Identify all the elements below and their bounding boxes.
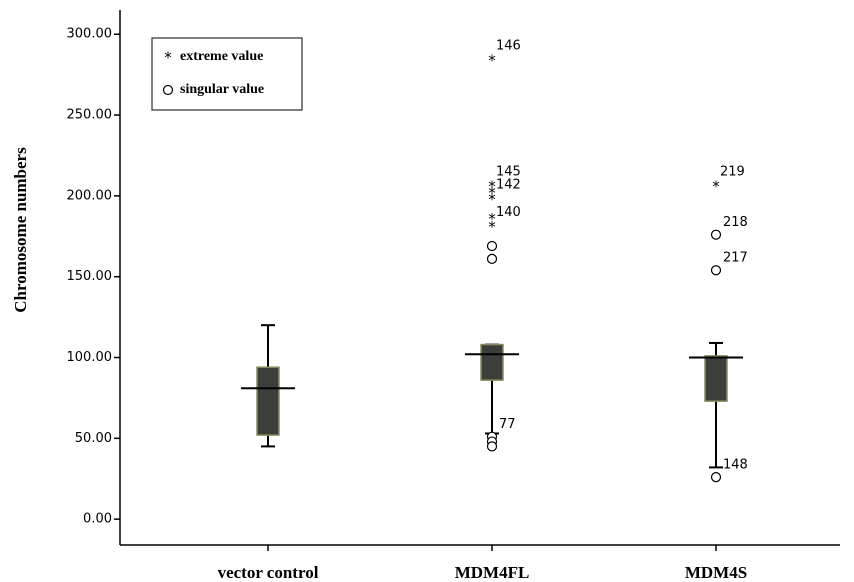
outlier-label: 218 (723, 215, 748, 230)
legend-box (151, 37, 303, 111)
extreme-label: 142 (496, 178, 521, 193)
outlier (486, 240, 498, 252)
outlier (486, 253, 498, 265)
outlier-label: 77 (499, 417, 516, 432)
extreme: * (488, 184, 496, 202)
extreme-label: 140 (496, 205, 521, 220)
extreme: * (488, 191, 496, 209)
extreme-label: 219 (720, 165, 745, 180)
box (704, 355, 728, 402)
outlier (710, 472, 722, 483)
y-tick-label: 50.00 (75, 431, 112, 446)
extreme: * (488, 52, 496, 70)
x-tick-label: MDM4S (685, 563, 747, 582)
box (480, 343, 504, 381)
legend-label: extreme value (180, 49, 263, 64)
legend-circle (162, 84, 174, 96)
y-tick-label: 100.00 (67, 350, 113, 365)
outlier (710, 265, 722, 276)
legend-star: * (164, 49, 172, 67)
outlier-label: 217 (723, 251, 748, 266)
legend-label: singular value (180, 82, 264, 97)
extreme-label: 146 (496, 39, 521, 54)
outlier (710, 229, 722, 240)
y-tick-label: 0.00 (83, 512, 112, 527)
outlier (486, 441, 498, 452)
y-tick-label: 300.00 (67, 27, 113, 42)
extreme: * (488, 210, 496, 228)
y-axis-label: Chromosome numbers (11, 147, 30, 313)
x-tick-label: MDM4FL (455, 563, 530, 582)
outlier-label: 148 (723, 458, 748, 473)
y-tick-label: 250.00 (67, 108, 113, 123)
extreme: * (488, 218, 496, 236)
extreme-label: 145 (496, 165, 521, 180)
extreme: * (488, 178, 496, 196)
y-tick-label: 200.00 (67, 188, 113, 203)
box (256, 366, 280, 436)
extreme: * (712, 178, 720, 196)
x-tick-label: vector control (218, 563, 319, 582)
y-tick-label: 150.00 (67, 269, 113, 284)
